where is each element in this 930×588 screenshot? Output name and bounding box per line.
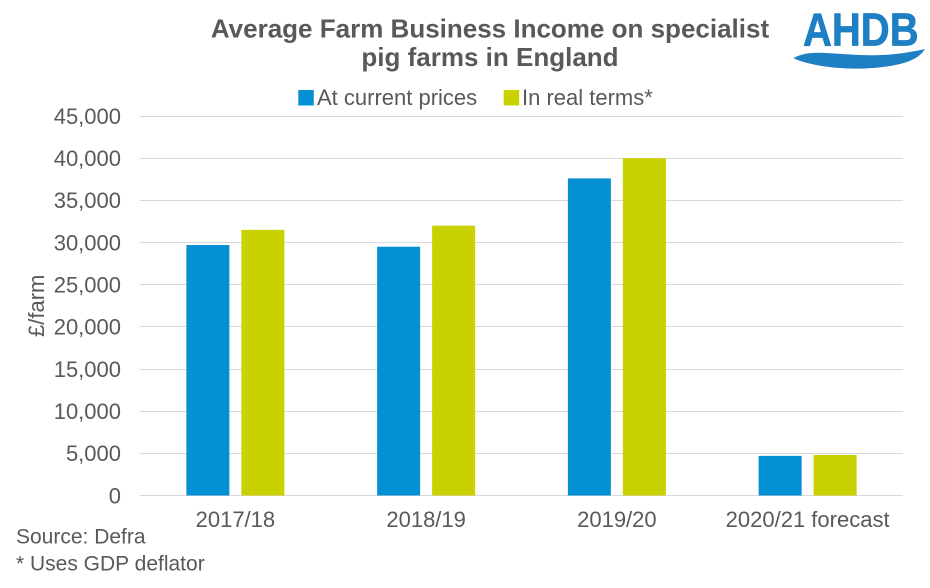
bar-current-prices-2020/21 forecast [758,455,802,496]
y-tick-label: 0 [109,483,121,508]
bar-series [186,158,857,496]
source-note: Source: Defra [16,526,146,549]
y-tick-label: 15,000 [54,357,121,382]
bar-real-terms-2017/18 [241,229,285,496]
ahdb-logo-swoosh-icon [793,49,925,69]
ahdb-logo-text: AHDB [803,5,919,56]
y-axis-title: £/farm [24,275,49,337]
x-tick-label: 2017/18 [196,507,276,532]
legend-swatch-current-prices [298,90,314,106]
chart-title-line1: Average Farm Business Income on speciali… [211,14,770,44]
y-tick-label: 40,000 [54,146,121,171]
legend-swatch-real-terms [503,90,520,106]
bar-current-prices-2018/19 [377,246,421,496]
x-tick-label: 2020/21 forecast [726,507,890,532]
bar-current-prices-2017/18 [186,245,230,496]
y-axis-tick-labels: 0 5,000 10,000 15,000 20,000 25,000 30,000 35,0… [54,104,121,508]
y-tick-label: 25,000 [54,272,121,297]
bar-current-prices-2019/20 [567,178,611,496]
y-tick-label: 10,000 [54,399,121,424]
ahdb-logo: AHDB [793,5,925,69]
y-tick-label: 5,000 [66,441,121,466]
chart-title-line2: pig farms in England [361,42,618,72]
x-tick-label: 2018/19 [386,507,466,532]
bar-real-terms-2020/21 forecast [813,455,857,496]
legend-label-real-terms: In real terms* [522,85,653,110]
bar-real-terms-2019/20 [622,158,666,496]
legend: At current prices In real terms* [298,85,653,110]
bar-real-terms-2018/19 [432,225,476,496]
legend-label-current-prices: At current prices [317,85,477,110]
y-tick-label: 20,000 [54,315,121,340]
x-axis-category-labels: 2017/18 2018/19 2019/20 2020/21 forecast [196,507,890,532]
deflator-note: * Uses GDP deflator [16,553,205,576]
x-tick-label: 2019/20 [577,507,657,532]
y-tick-label: 35,000 [54,188,121,213]
y-tick-label: 45,000 [54,104,121,129]
y-tick-label: 30,000 [54,230,121,255]
